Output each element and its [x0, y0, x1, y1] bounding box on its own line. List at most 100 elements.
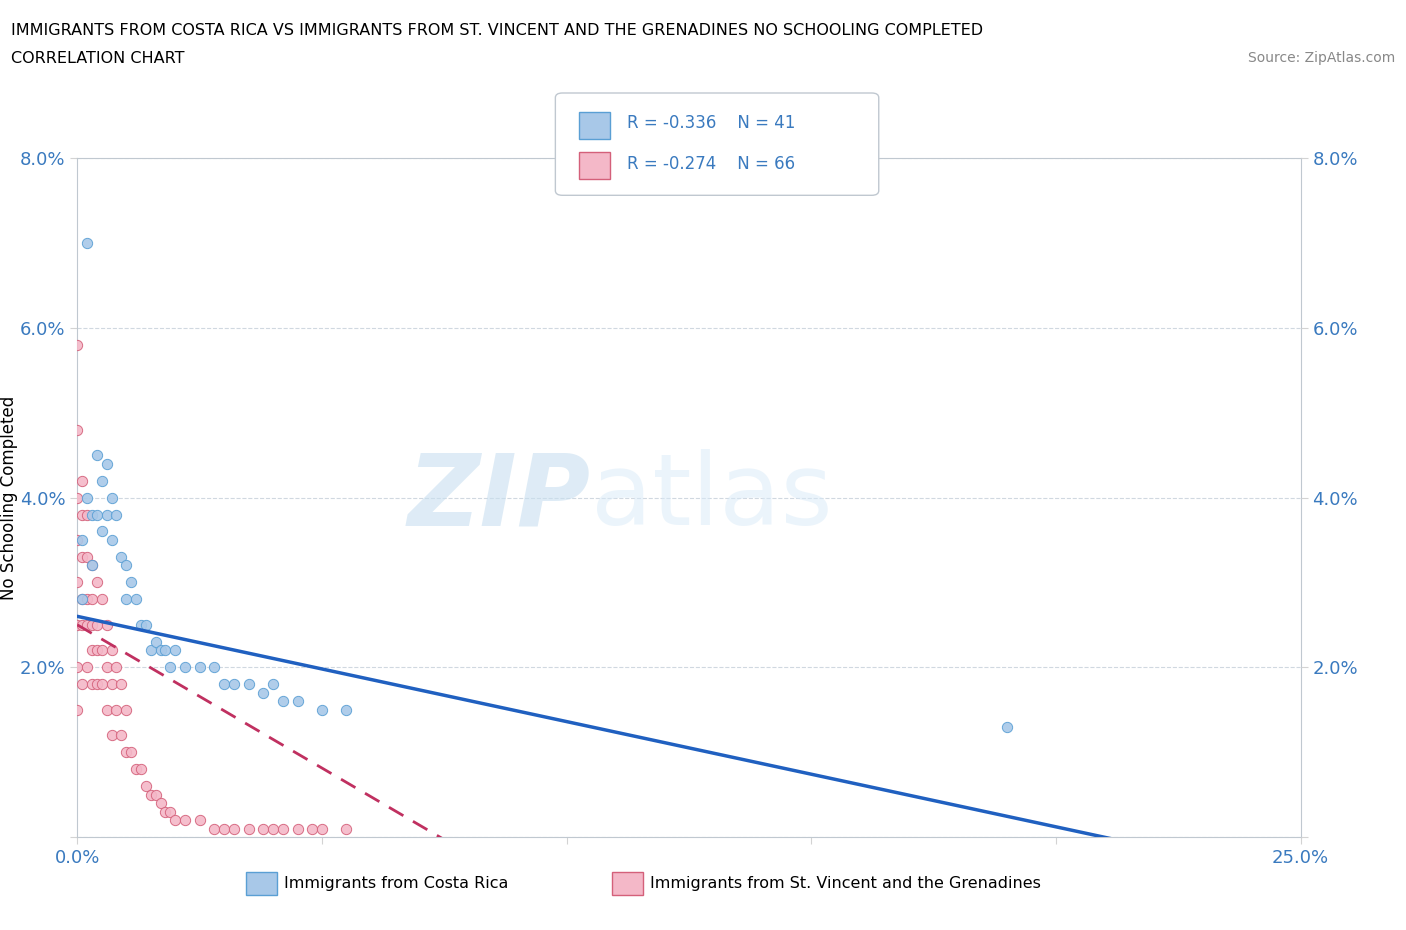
Point — [120, 575, 142, 590]
Point — [262, 677, 284, 692]
Point — [76, 660, 98, 675]
Point — [100, 677, 122, 692]
Point — [80, 643, 103, 658]
Text: R = -0.274    N = 66: R = -0.274 N = 66 — [627, 155, 796, 173]
Point — [159, 660, 181, 675]
Point — [115, 592, 138, 607]
Point — [155, 643, 177, 658]
Point — [105, 660, 128, 675]
Point — [125, 762, 148, 777]
Point — [165, 643, 187, 658]
Text: IMMIGRANTS FROM COSTA RICA VS IMMIGRANTS FROM ST. VINCENT AND THE GRENADINES NO : IMMIGRANTS FROM COSTA RICA VS IMMIGRANTS… — [11, 23, 983, 38]
Point — [135, 778, 157, 793]
Point — [86, 575, 108, 590]
Text: CORRELATION CHART: CORRELATION CHART — [11, 51, 184, 66]
Point — [125, 592, 148, 607]
Point — [149, 796, 172, 811]
Point — [76, 235, 98, 250]
Point — [212, 677, 235, 692]
Point — [311, 821, 333, 836]
Point — [80, 507, 103, 522]
Point — [252, 685, 274, 700]
Text: Source: ZipAtlas.com: Source: ZipAtlas.com — [1247, 51, 1395, 65]
Point — [76, 507, 98, 522]
Point — [105, 702, 128, 717]
Point — [90, 592, 112, 607]
Point — [115, 745, 138, 760]
Point — [70, 550, 93, 565]
Point — [115, 558, 138, 573]
Point — [238, 821, 260, 836]
Point — [80, 592, 103, 607]
Point — [174, 660, 197, 675]
Point — [86, 507, 108, 522]
Point — [145, 787, 167, 802]
Point — [90, 643, 112, 658]
Point — [70, 618, 93, 632]
Text: ZIP: ZIP — [408, 449, 591, 546]
Point — [76, 490, 98, 505]
Point — [66, 575, 89, 590]
Text: R = -0.336    N = 41: R = -0.336 N = 41 — [627, 114, 796, 132]
Point — [287, 821, 309, 836]
Point — [66, 702, 89, 717]
Point — [287, 694, 309, 709]
Point — [96, 702, 118, 717]
Point — [76, 550, 98, 565]
Point — [145, 634, 167, 649]
Point — [115, 702, 138, 717]
Point — [80, 558, 103, 573]
Point — [90, 525, 112, 539]
Text: Immigrants from St. Vincent and the Grenadines: Immigrants from St. Vincent and the Gren… — [650, 876, 1040, 891]
Point — [139, 787, 162, 802]
Point — [129, 618, 152, 632]
Point — [135, 618, 157, 632]
Point — [66, 660, 89, 675]
Point — [70, 473, 93, 488]
Point — [70, 592, 93, 607]
Point — [129, 762, 152, 777]
Point — [80, 677, 103, 692]
Point — [80, 558, 103, 573]
Point — [222, 821, 245, 836]
Point — [271, 694, 294, 709]
Point — [262, 821, 284, 836]
Point — [70, 677, 93, 692]
Point — [311, 702, 333, 717]
Point — [96, 507, 118, 522]
Point — [100, 643, 122, 658]
Point — [100, 490, 122, 505]
Point — [70, 592, 93, 607]
Point — [66, 618, 89, 632]
Point — [301, 821, 323, 836]
Point — [335, 702, 357, 717]
Point — [76, 618, 98, 632]
Point — [110, 550, 132, 565]
Point — [202, 660, 225, 675]
Point — [86, 447, 108, 462]
Point — [155, 804, 177, 819]
Point — [995, 719, 1018, 734]
Point — [86, 618, 108, 632]
Point — [96, 660, 118, 675]
Point — [174, 813, 197, 828]
Point — [76, 592, 98, 607]
Point — [90, 473, 112, 488]
Point — [66, 422, 89, 437]
Point — [165, 813, 187, 828]
Point — [96, 618, 118, 632]
Point — [105, 507, 128, 522]
Point — [110, 727, 132, 742]
Point — [139, 643, 162, 658]
Point — [222, 677, 245, 692]
Text: atlas: atlas — [591, 449, 832, 546]
Point — [66, 533, 89, 548]
Point — [271, 821, 294, 836]
Point — [252, 821, 274, 836]
Point — [70, 533, 93, 548]
Point — [149, 643, 172, 658]
Point — [188, 660, 211, 675]
Text: Immigrants from Costa Rica: Immigrants from Costa Rica — [284, 876, 509, 891]
Point — [100, 727, 122, 742]
Point — [66, 338, 89, 352]
